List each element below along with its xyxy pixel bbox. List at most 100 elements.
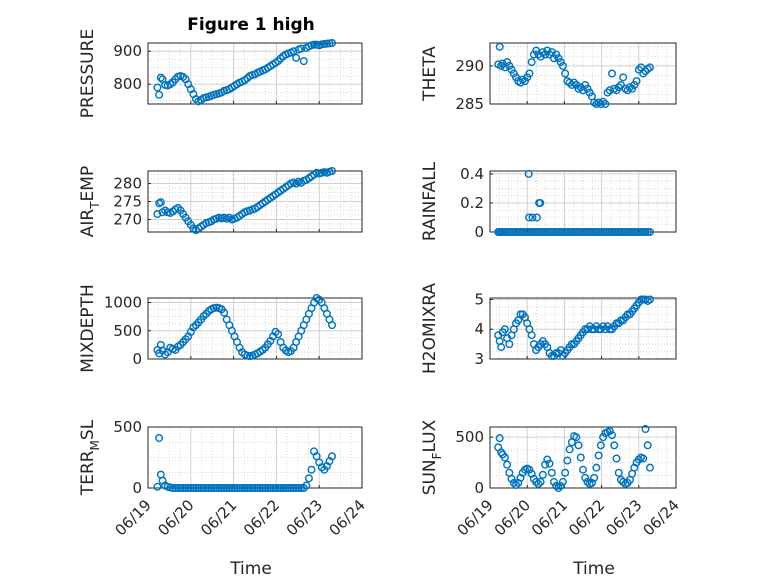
data-point xyxy=(299,57,308,66)
data-point xyxy=(168,484,177,493)
data-point xyxy=(543,455,552,464)
data-point xyxy=(525,213,534,222)
data-point xyxy=(207,484,216,493)
data-point xyxy=(230,484,239,493)
data-point xyxy=(233,484,242,493)
data-point xyxy=(536,477,545,486)
data-point xyxy=(310,40,319,49)
data-point xyxy=(302,481,311,490)
x-tick-label: 06/22 xyxy=(565,496,608,539)
data-point xyxy=(276,484,285,493)
data-point xyxy=(227,484,236,493)
data-point xyxy=(534,479,543,488)
data-point xyxy=(645,227,654,236)
data-point xyxy=(605,427,614,436)
data-point xyxy=(268,484,277,493)
data-point xyxy=(304,474,313,483)
data-point xyxy=(579,465,588,474)
data-point xyxy=(179,484,188,493)
data-point xyxy=(495,434,504,443)
y-tick-label: 4 xyxy=(474,320,484,338)
data-point xyxy=(596,441,605,450)
data-point xyxy=(572,433,581,442)
data-point xyxy=(497,448,506,457)
x-tick-label: 06/23 xyxy=(602,496,645,539)
data-point xyxy=(610,441,619,450)
data-point xyxy=(525,69,534,78)
y-tick-label: 0 xyxy=(132,350,142,368)
data-point xyxy=(552,481,561,490)
data-point xyxy=(565,445,574,454)
data-point xyxy=(643,441,652,450)
data-point xyxy=(532,213,541,222)
x-tick-label: 06/20 xyxy=(154,496,197,539)
data-point xyxy=(592,463,601,472)
data-point xyxy=(563,456,572,465)
data-point xyxy=(184,484,193,493)
data-point xyxy=(512,480,521,489)
data-point xyxy=(599,97,608,106)
y-tick-label: 3 xyxy=(474,350,484,368)
data-point xyxy=(284,484,293,493)
data-point xyxy=(189,484,198,493)
data-point xyxy=(173,484,182,493)
data-point xyxy=(524,169,533,178)
data-point xyxy=(538,48,547,57)
data-point xyxy=(556,481,565,490)
data-point xyxy=(505,340,514,349)
data-point xyxy=(509,478,518,487)
data-point xyxy=(153,210,162,219)
x-tick-label: 06/24 xyxy=(326,496,369,539)
data-point xyxy=(279,484,288,493)
subplot-5: 3 4 5 H2OMIXRA xyxy=(420,283,677,374)
y-axis-label-3: RAINFALL xyxy=(420,161,440,241)
data-point xyxy=(197,484,206,493)
axes-box xyxy=(489,426,677,489)
data-point xyxy=(558,61,567,70)
data-point xyxy=(608,69,617,78)
y-tick-label: 5 xyxy=(474,290,484,308)
data-point xyxy=(619,73,628,82)
data-point xyxy=(263,484,272,493)
data-point xyxy=(240,484,249,493)
data-point xyxy=(497,343,506,352)
data-point xyxy=(156,198,165,207)
data-point xyxy=(500,325,509,334)
data-point xyxy=(328,321,337,330)
data-point xyxy=(536,52,545,61)
data-point xyxy=(594,451,603,460)
data-point xyxy=(256,484,265,493)
data-point xyxy=(634,455,643,464)
data-point xyxy=(632,77,641,86)
axes-box xyxy=(489,42,677,105)
subplot-0: 800 900 PRESSURE xyxy=(78,29,363,118)
data-point xyxy=(601,99,610,108)
x-tick-label: 06/24 xyxy=(640,496,683,539)
data-point xyxy=(289,47,298,56)
data-point xyxy=(217,484,226,493)
y-tick-label: 290 xyxy=(455,57,484,75)
data-point xyxy=(155,433,164,442)
data-point xyxy=(261,484,270,493)
x-tick-label: 06/19 xyxy=(112,496,155,539)
y-axis-label-2: AIRTEMP xyxy=(78,166,102,237)
data-point xyxy=(225,484,234,493)
data-point xyxy=(547,468,556,477)
data-point xyxy=(603,88,612,97)
data-point xyxy=(561,69,570,78)
data-point xyxy=(574,441,583,450)
data-point xyxy=(176,484,185,493)
y-axis-label-7: SUNFLUX xyxy=(420,419,444,495)
data-point xyxy=(153,83,162,92)
data-point xyxy=(328,39,337,48)
data-point xyxy=(558,477,567,486)
x-axis-label-left: Time xyxy=(229,559,272,579)
y-tick-label: 0 xyxy=(474,223,484,241)
x-tick-label: 06/20 xyxy=(491,496,534,539)
data-point xyxy=(274,484,283,493)
axes-box xyxy=(489,297,677,360)
data-point xyxy=(156,73,165,82)
data-point xyxy=(235,484,244,493)
